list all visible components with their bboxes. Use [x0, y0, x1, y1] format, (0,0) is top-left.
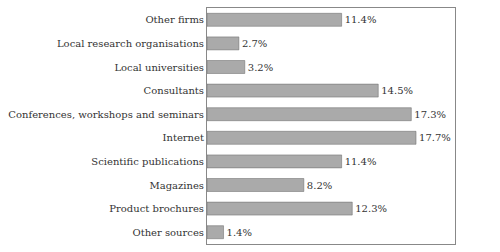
svg-text:17.7%: 17.7% — [419, 132, 451, 143]
svg-text:Product brochures: Product brochures — [109, 203, 204, 214]
svg-text:Scientific publications: Scientific publications — [91, 156, 204, 167]
svg-text:8.2%: 8.2% — [307, 180, 332, 191]
svg-text:Other firms: Other firms — [145, 14, 204, 25]
svg-text:Consultants: Consultants — [144, 85, 204, 96]
svg-text:17.3%: 17.3% — [414, 109, 446, 120]
svg-text:3.2%: 3.2% — [248, 62, 273, 73]
svg-text:2.7%: 2.7% — [242, 38, 267, 49]
svg-text:Internet: Internet — [163, 132, 204, 143]
svg-text:12.3%: 12.3% — [355, 203, 387, 214]
svg-text:Local research organisations: Local research organisations — [57, 38, 204, 49]
svg-text:1.4%: 1.4% — [227, 227, 252, 238]
svg-text:11.4%: 11.4% — [345, 156, 377, 167]
svg-text:Conferences, workshops and sem: Conferences, workshops and seminars — [8, 109, 204, 120]
svg-text:Other sources: Other sources — [132, 227, 204, 238]
svg-text:11.4%: 11.4% — [345, 14, 377, 25]
svg-text:14.5%: 14.5% — [381, 85, 413, 96]
svg-text:Magazines: Magazines — [149, 180, 204, 191]
svg-text:Local universities: Local universities — [114, 62, 204, 73]
